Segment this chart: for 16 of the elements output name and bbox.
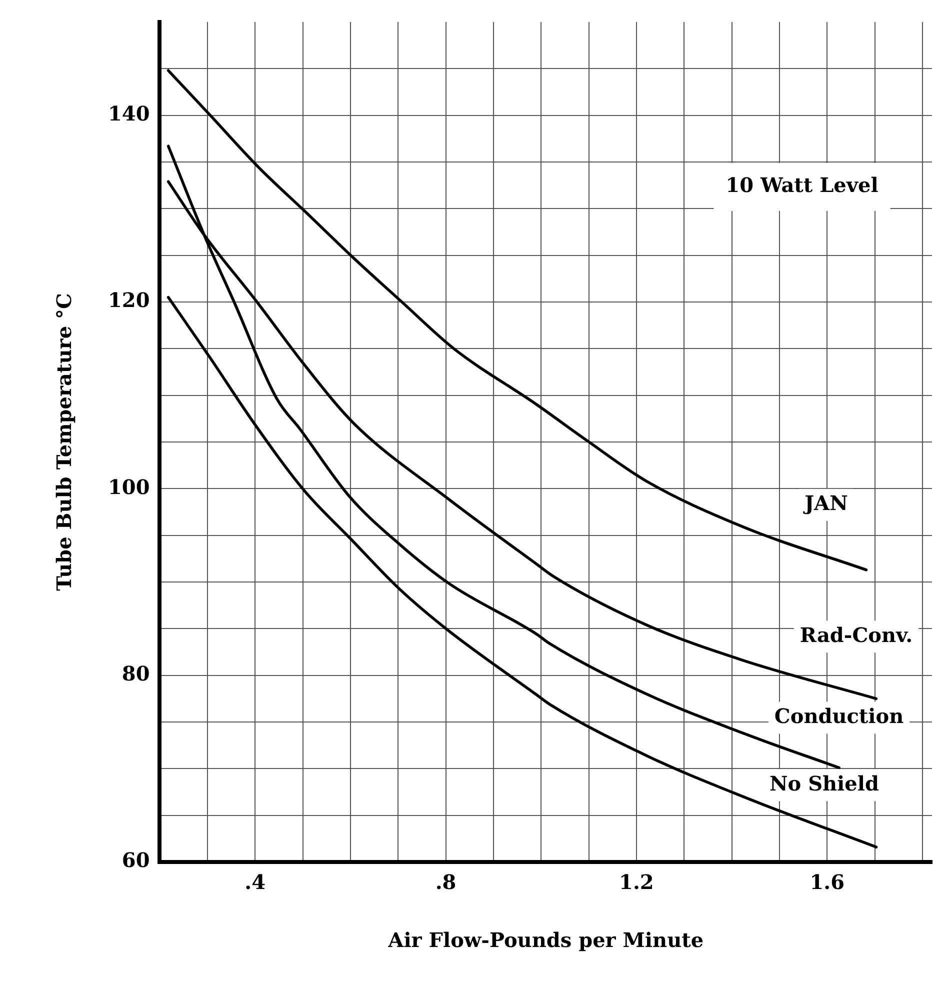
series-label: Conduction — [774, 704, 904, 728]
y-tick-label: 80 — [122, 662, 150, 686]
series-label: No Shield — [769, 771, 879, 796]
annotation: 10 Watt Level — [726, 173, 879, 198]
x-tick-label: .8 — [435, 870, 456, 894]
y-tick-label: 100 — [108, 474, 150, 499]
x-axis-title: Air Flow-Pounds per Minute — [387, 928, 704, 952]
y-tick-label: 140 — [108, 102, 150, 126]
x-tick-label: .4 — [244, 870, 266, 894]
x-tick-label: 1.2 — [619, 870, 654, 894]
y-axis-title: Tube Bulb Temperature °C — [52, 293, 76, 591]
x-tick-label: 1.6 — [810, 870, 845, 894]
y-tick-label: 120 — [108, 288, 150, 312]
series-label: JAN — [802, 491, 848, 516]
series-label: Rad-Conv. — [800, 622, 913, 647]
y-tick-label: 60 — [122, 848, 150, 872]
